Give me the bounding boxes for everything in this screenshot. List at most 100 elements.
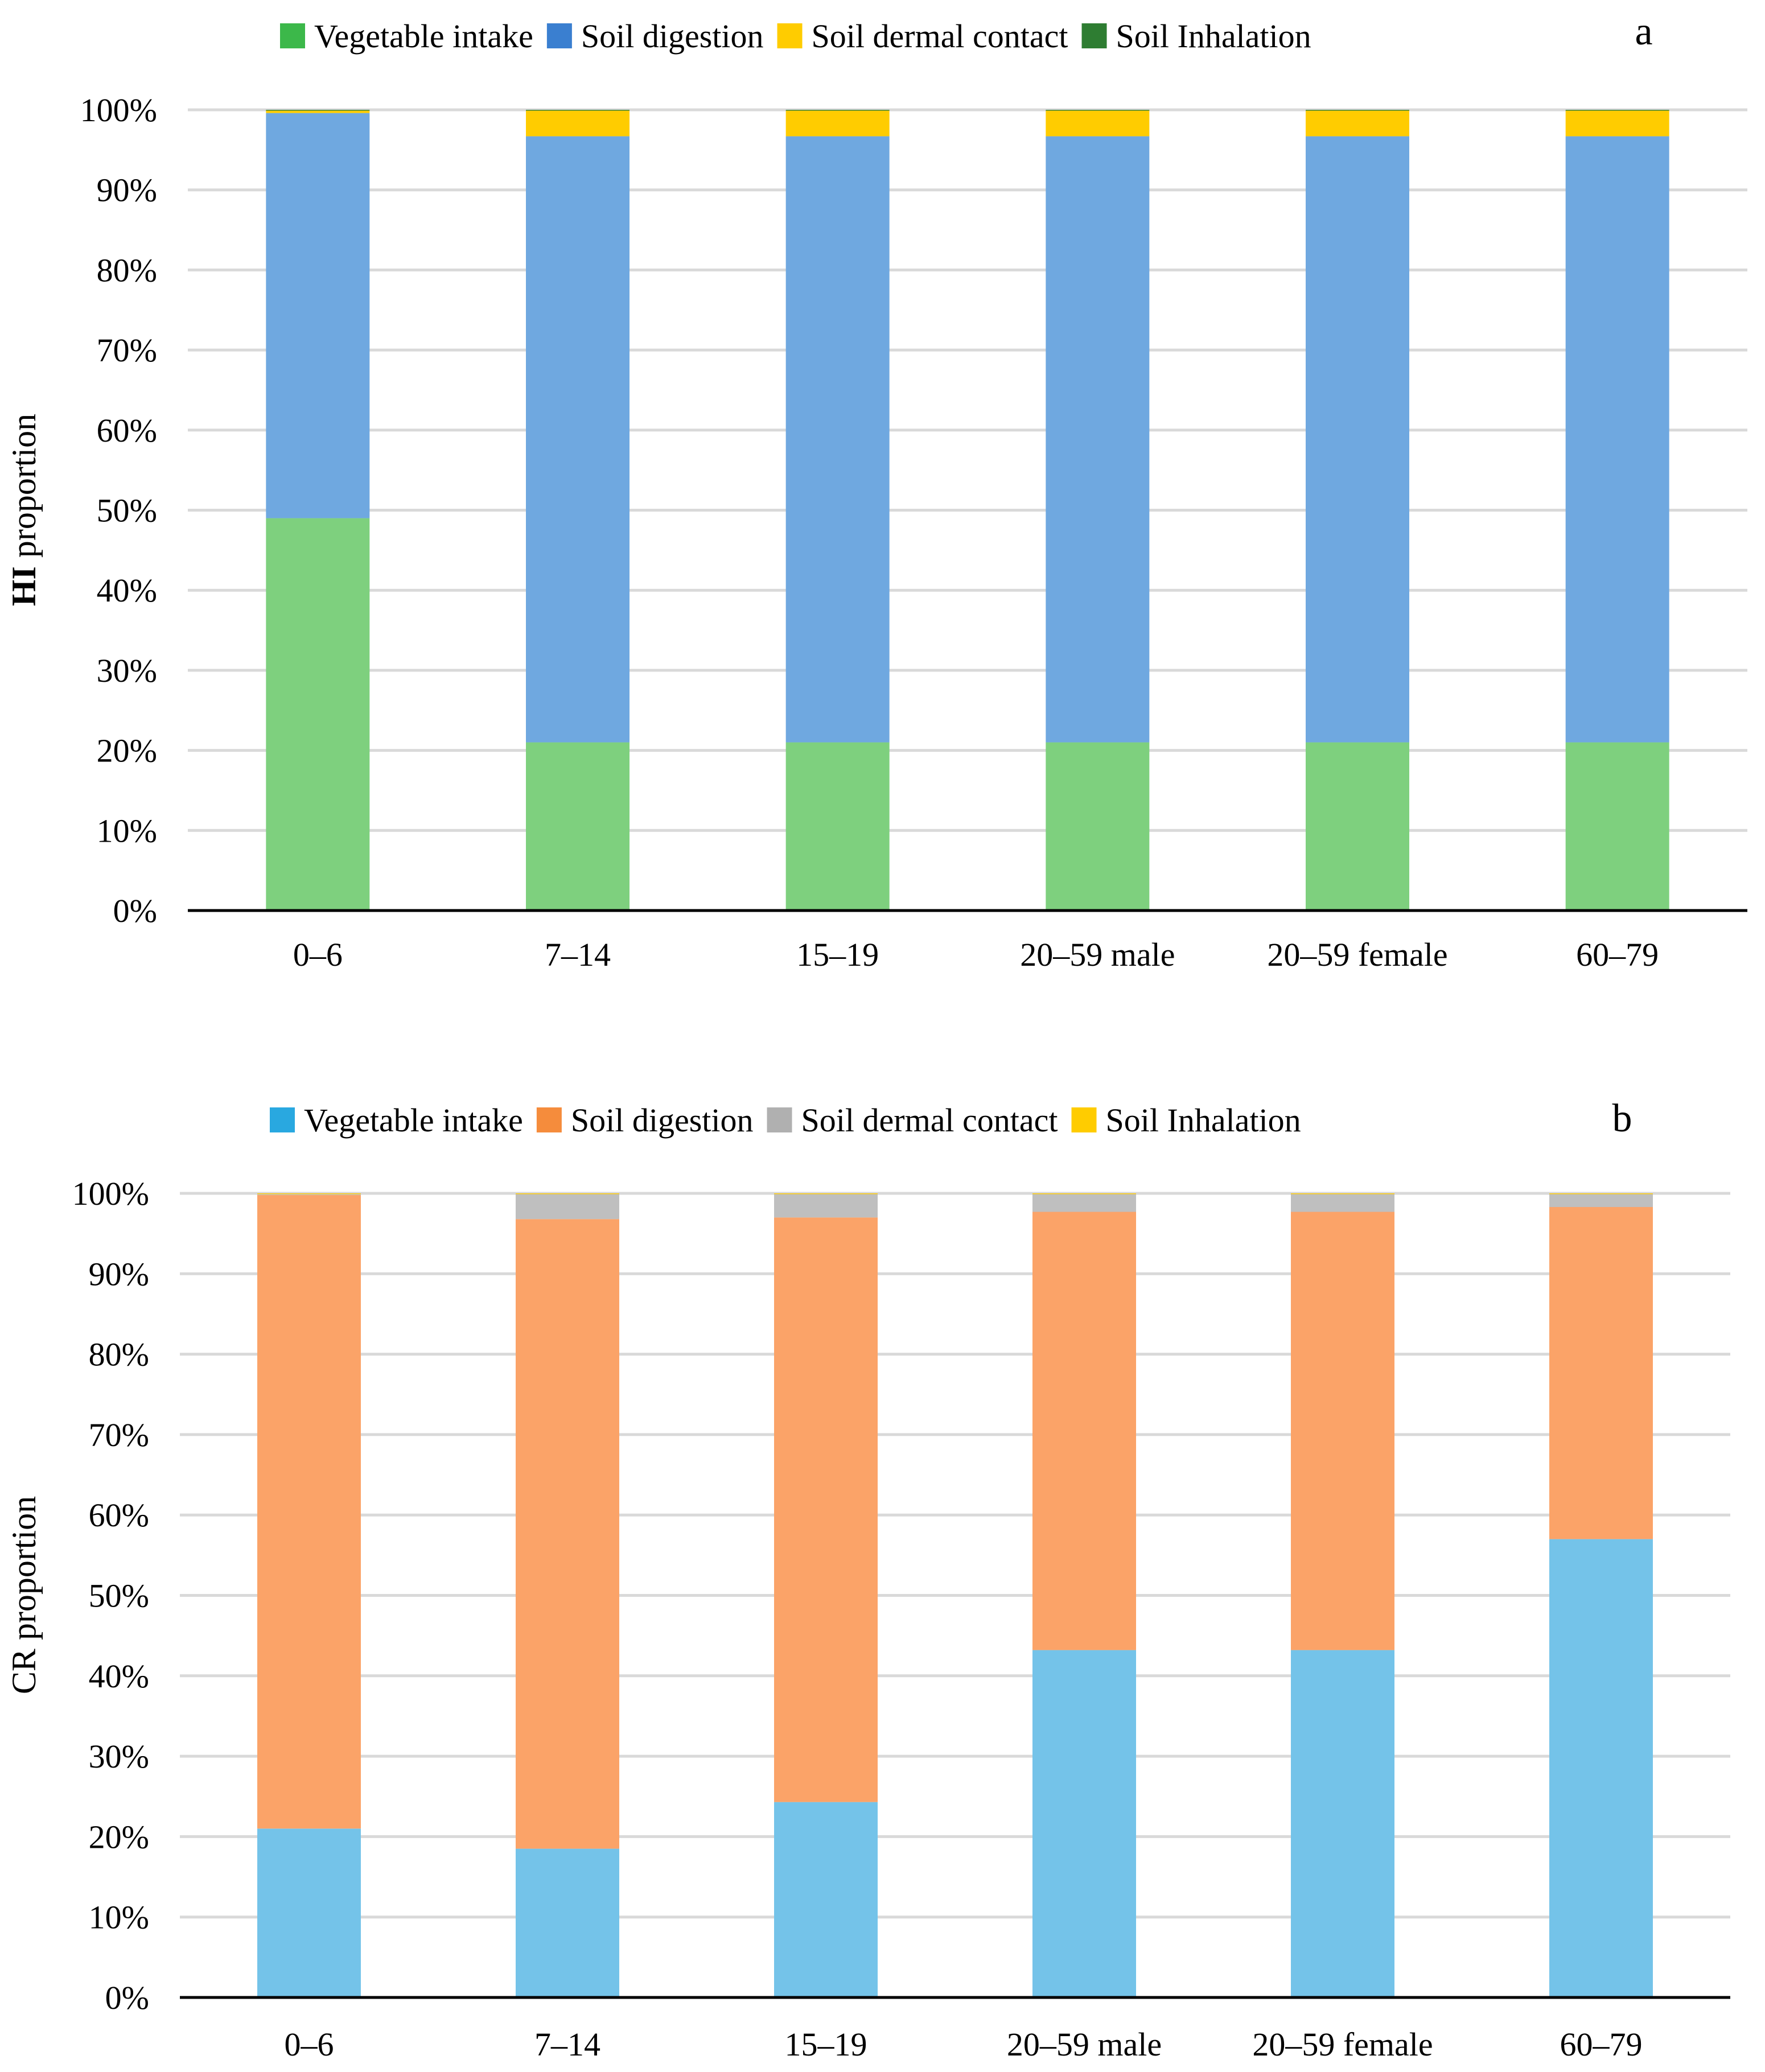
x-category-label: 15–19 [796, 936, 879, 973]
legend-label: Vegetable intake [304, 1102, 523, 1139]
bar-stack-20-59-female [1291, 1193, 1394, 1997]
bar-segment-soil-digestion [774, 1217, 878, 1802]
bar-segment-vegetable-intake [1549, 1539, 1653, 1997]
x-category-label: 7–14 [545, 936, 611, 973]
x-category-label: 7–14 [534, 2026, 600, 2063]
bar-segment-soil-dermal-contact [785, 110, 890, 137]
bar-segment-vegetable-intake [1046, 742, 1150, 911]
bar-segment-soil-digestion [1046, 136, 1150, 743]
bar-stack-60-79 [1549, 1193, 1653, 1997]
bar-stack-15-19 [774, 1193, 878, 1997]
bar-segment-vegetable-intake [1306, 742, 1409, 911]
y-tick-label: 0% [113, 892, 157, 929]
bar-segment-soil-inhalation [774, 1193, 878, 1194]
legend: Vegetable intake Soil digestion Soil derma… [280, 18, 1311, 55]
legend-item-soil-digestion: Soil digestion [546, 18, 764, 55]
legend-item-soil-inhalation: Soil Inhalation [1071, 1102, 1301, 1139]
y-tick-label: 100% [80, 92, 157, 129]
x-category-label: 60–79 [1576, 936, 1659, 973]
gridlines [188, 108, 1747, 832]
y-tick-label: 100% [72, 1175, 149, 1212]
bar-stack-15-19 [785, 110, 890, 911]
y-axis-title: HI proportion [5, 414, 43, 606]
legend-swatch-soil-digestion [546, 23, 572, 48]
bars [257, 1193, 1653, 1997]
x-category-label: 15–19 [785, 2026, 867, 2063]
legend-label: Soil Inhalation [1116, 18, 1311, 55]
y-axis-ticks: 0% 10% 20% 30% 40% 50% 60% 70% 80% 90% 100% [80, 92, 157, 929]
bar-segment-vegetable-intake [516, 1848, 619, 1997]
legend-item-soil-digestion: Soil digestion [536, 1102, 754, 1139]
bar-segment-soil-inhalation [516, 1193, 619, 1194]
bar-segment-soil-inhalation [257, 1193, 361, 1194]
bar-stack-60-79 [1565, 110, 1669, 911]
bar-segment-soil-digestion [1291, 1212, 1394, 1650]
bar-stack-20-59-male [1032, 1193, 1136, 1997]
legend-label: Soil digestion [571, 1102, 754, 1139]
legend-swatch-soil-dermal-contact [767, 1107, 792, 1132]
x-category-label: 20–59 female [1252, 2026, 1433, 2063]
bar-segment-soil-inhalation [1032, 1193, 1136, 1194]
y-axis-title-bold: HI [5, 566, 43, 606]
bar-segment-soil-dermal-contact [526, 110, 630, 137]
y-axis-title-text: CR proportion [5, 1496, 43, 1694]
legend-swatch-vegetable-intake [270, 1107, 295, 1132]
bar-segment-soil-digestion [257, 1194, 361, 1829]
bar-stack-0-6 [266, 110, 370, 911]
bar-stack-7-14 [516, 1193, 619, 1997]
bar-segment-soil-digestion [1549, 1207, 1653, 1539]
bar-segment-soil-dermal-contact [1306, 110, 1409, 137]
gridlines [180, 1192, 1730, 1919]
x-category-label: 0–6 [293, 936, 343, 973]
chart-panel-b: 0% 10% 20% 30% 40% 50% 60% 70% 80% 90% 100% 0–6 7–14… [5, 1097, 1730, 2063]
bars [266, 110, 1669, 911]
bar-segment-vegetable-intake [1032, 1650, 1136, 1997]
bar-stack-20-59-female [1306, 110, 1409, 911]
y-axis-ticks: 0% 10% 20% 30% 40% 50% 60% 70% 80% 90% 100% [72, 1175, 149, 2016]
y-tick-label: 80% [97, 252, 157, 289]
legend-swatch-vegetable-intake [280, 23, 305, 48]
bar-segment-vegetable-intake [785, 742, 890, 911]
bar-segment-soil-dermal-contact [516, 1194, 619, 1220]
bar-segment-soil-dermal-contact [1565, 110, 1669, 137]
bar-segment-vegetable-intake [526, 742, 630, 911]
bar-segment-vegetable-intake [266, 518, 370, 911]
y-tick-label: 90% [97, 172, 157, 209]
y-tick-label: 20% [89, 1818, 149, 1855]
legend-swatch-soil-digestion [536, 1107, 562, 1132]
x-category-label: 60–79 [1560, 2026, 1643, 2063]
panel-letter: a [1635, 10, 1652, 53]
bar-segment-vegetable-intake [774, 1802, 878, 1997]
bar-segment-soil-dermal-contact [1032, 1194, 1136, 1212]
bar-segment-soil-digestion [1306, 136, 1409, 743]
bar-segment-vegetable-intake [1291, 1650, 1394, 1997]
bar-segment-soil-dermal-contact [1291, 1194, 1394, 1212]
y-tick-label: 90% [89, 1255, 149, 1292]
y-tick-label: 30% [97, 652, 157, 689]
x-category-label: 0–6 [285, 2026, 334, 2063]
bar-segment-soil-digestion [516, 1219, 619, 1849]
legend-label: Soil dermal contact [812, 18, 1068, 55]
bar-segment-soil-dermal-contact [774, 1194, 878, 1218]
y-tick-label: 20% [97, 732, 157, 769]
bar-segment-soil-dermal-contact [1549, 1194, 1653, 1208]
y-tick-label: 10% [97, 812, 157, 849]
legend-item-soil-dermal-contact: Soil dermal contact [767, 1102, 1058, 1139]
legend-label: Soil digestion [581, 18, 764, 55]
bar-segment-soil-inhalation [1291, 1193, 1394, 1194]
bar-stack-20-59-male [1046, 110, 1150, 911]
legend-label: Vegetable intake [314, 18, 533, 55]
legend-item-soil-inhalation: Soil Inhalation [1081, 18, 1311, 55]
bar-segment-soil-digestion [1032, 1212, 1136, 1650]
legend-item-vegetable-intake: Vegetable intake [270, 1102, 523, 1139]
chart-panel-a: 0% 10% 20% 30% 40% 50% 60% 70% 80% 90% 100% 0–6 7–14… [5, 10, 1747, 973]
x-category-label: 20–59 male [1020, 936, 1175, 973]
y-tick-label: 60% [97, 412, 157, 449]
y-tick-label: 30% [89, 1738, 149, 1775]
x-category-label: 20–59 female [1267, 936, 1447, 973]
y-tick-label: 70% [97, 332, 157, 369]
legend-swatch-soil-dermal-contact [777, 23, 803, 48]
bar-stack-0-6 [257, 1193, 361, 1997]
legend-swatch-soil-inhalation [1081, 23, 1107, 48]
